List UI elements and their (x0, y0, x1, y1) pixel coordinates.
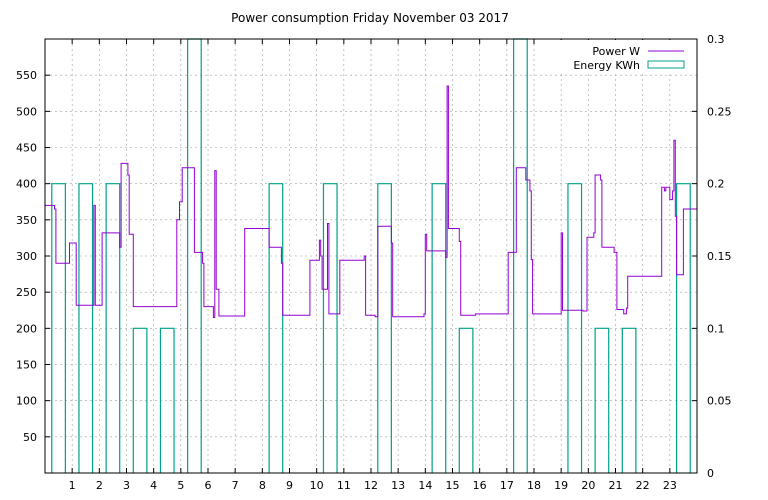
legend-label-power: Power W (592, 45, 640, 58)
energy-bar (78, 183, 94, 473)
x-tick-label: 15 (446, 479, 460, 492)
x-tick-label: 17 (500, 479, 514, 492)
x-tick-label: 1 (69, 479, 76, 492)
x-tick-label: 21 (609, 479, 623, 492)
x-tick-label: 6 (205, 479, 212, 492)
axes: 1 2 3 4 5 6 7 8 9 10 11 12 13 14 15 16 17 18 19 20 21 22 23501… (16, 33, 732, 492)
y-right-tick-label: 0.25 (707, 105, 732, 118)
x-tick-label: 8 (259, 479, 266, 492)
y-right-tick-label: 0.05 (707, 395, 732, 408)
legend-background (552, 40, 694, 72)
y-right-tick-label: 0.1 (707, 322, 725, 335)
y-left-tick-label: 50 (23, 431, 37, 444)
energy-bar (567, 183, 583, 473)
energy-bar (105, 183, 121, 473)
power-line (45, 85, 697, 318)
x-tick-label: 23 (663, 479, 677, 492)
x-tick-label: 18 (527, 479, 541, 492)
y-right-tick-label: 0 (707, 467, 714, 480)
energy-bar (621, 327, 637, 473)
y-left-tick-label: 450 (16, 142, 37, 155)
x-tick-label: 10 (310, 479, 324, 492)
energy-bar (132, 327, 148, 473)
y-right-tick-label: 0.15 (707, 250, 732, 263)
energy-bar (676, 183, 691, 473)
power-series (45, 85, 697, 318)
energy-bar (458, 327, 474, 473)
energy-bar (431, 183, 447, 473)
x-tick-label: 14 (418, 479, 432, 492)
grid (45, 39, 697, 473)
y-left-tick-label: 250 (16, 286, 37, 299)
energy-bar (51, 183, 66, 473)
energy-bar (268, 183, 284, 473)
energy-bar (594, 327, 610, 473)
x-tick-label: 20 (581, 479, 595, 492)
y-left-tick-label: 150 (16, 359, 37, 372)
x-tick-label: 9 (286, 479, 293, 492)
x-tick-label: 4 (150, 479, 157, 492)
y-right-tick-label: 0.3 (707, 33, 725, 46)
x-tick-label: 3 (123, 479, 130, 492)
energy-series (51, 38, 691, 473)
y-left-tick-label: 350 (16, 214, 37, 227)
y-left-tick-label: 500 (16, 105, 37, 118)
x-tick-label: 11 (337, 479, 351, 492)
y-left-tick-label: 100 (16, 395, 37, 408)
y-left-tick-label: 300 (16, 250, 37, 263)
x-tick-label: 16 (473, 479, 487, 492)
energy-bar (322, 183, 338, 473)
energy-bar (377, 183, 392, 473)
x-tick-label: 5 (177, 479, 184, 492)
legend: Power W Energy KWh (552, 40, 694, 72)
y-left-tick-label: 400 (16, 178, 37, 191)
chart-title: Power consumption Friday November 03 201… (231, 11, 509, 25)
x-tick-label: 13 (391, 479, 405, 492)
energy-bar (159, 327, 175, 473)
x-tick-label: 22 (636, 479, 650, 492)
legend-label-energy: Energy KWh (573, 59, 640, 72)
energy-bar (187, 38, 202, 473)
y-right-tick-label: 0.2 (707, 178, 725, 191)
y-left-tick-label: 550 (16, 69, 37, 82)
y-left-tick-label: 200 (16, 322, 37, 335)
x-tick-label: 19 (554, 479, 568, 492)
x-tick-label: 12 (364, 479, 378, 492)
x-tick-label: 2 (96, 479, 103, 492)
plot-frame (44, 38, 698, 474)
x-tick-label: 7 (232, 479, 239, 492)
legend-swatch-energy (647, 60, 685, 69)
